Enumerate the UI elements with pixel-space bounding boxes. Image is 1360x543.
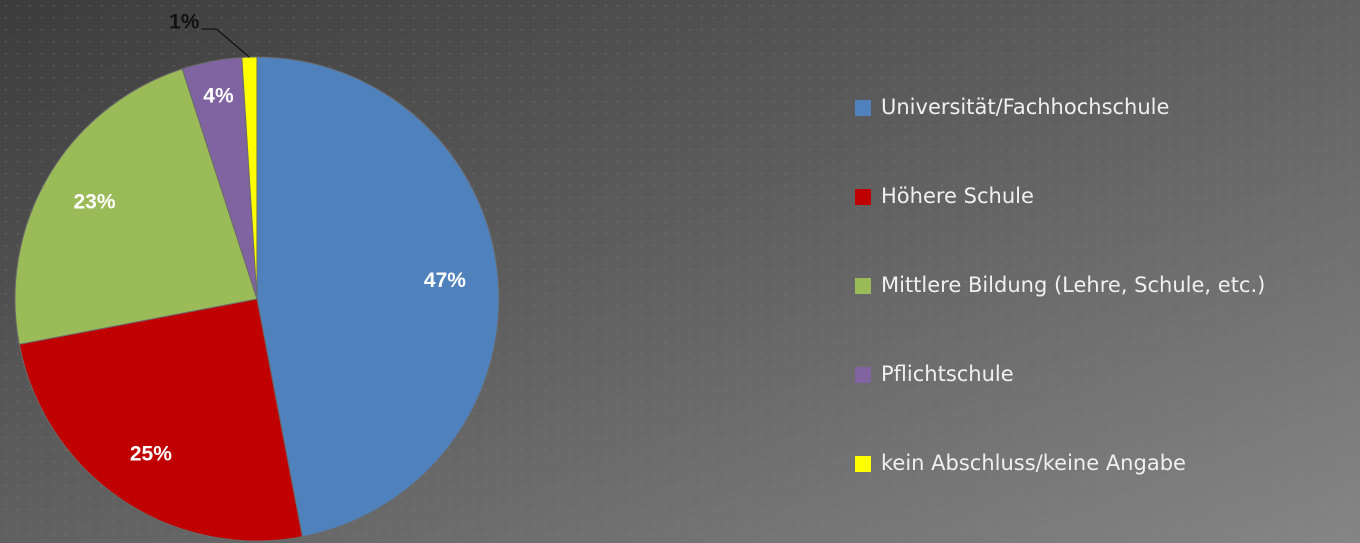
pie-slice — [241, 56, 258, 300]
legend-label: Universität/Fachhochschule — [881, 95, 1169, 119]
leader-line — [201, 28, 250, 58]
legend-swatch — [855, 100, 871, 116]
data-label: 4% — [203, 84, 234, 107]
data-label: 47% — [424, 269, 466, 292]
legend-label: Pflichtschule — [881, 362, 1014, 386]
legend-label: kein Abschluss/keine Angabe — [881, 451, 1186, 475]
data-label: 25% — [130, 443, 172, 466]
pie-slice — [256, 56, 500, 538]
pie-slice — [18, 298, 303, 542]
legend: Universität/Fachhochschule Höhere Schule M… — [855, 95, 1265, 475]
legend-label: Mittlere Bildung (Lehre, Schule, etc.) — [881, 273, 1265, 297]
pie: 47% 25% 23% 4% 1% — [14, 11, 500, 542]
legend-label: Höhere Schule — [881, 184, 1034, 208]
data-label: 1% — [169, 11, 200, 34]
pie-slice — [14, 68, 258, 345]
legend-swatch — [855, 367, 871, 383]
legend-swatch — [855, 456, 871, 472]
legend-swatch — [855, 278, 871, 294]
legend-swatch — [855, 189, 871, 205]
data-label: 23% — [74, 190, 116, 213]
